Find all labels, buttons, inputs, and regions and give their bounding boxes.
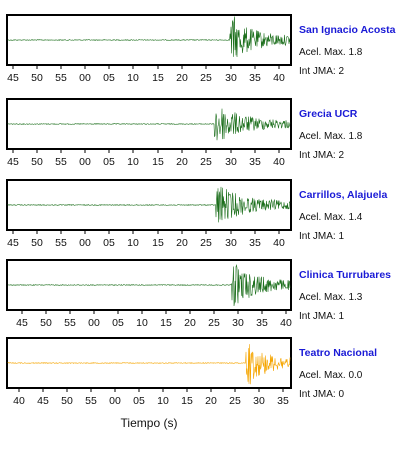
seismogram-panel: 40 45 50 55 00 05 10 15 20 25 30 35 Teatro Nacional A…	[6, 337, 377, 407]
seismic-trace	[7, 344, 291, 385]
x-tick-label: 05	[103, 237, 115, 249]
station-name: Grecia UCR	[299, 108, 358, 120]
seismogram-panel: 45 50 55 00 05 10 15 20 25 30 35 40 Clinica Turrubar…	[6, 259, 391, 329]
x-tick-label: 40	[13, 395, 25, 407]
x-tick-label: 35	[277, 395, 289, 407]
x-tick-label: 50	[61, 395, 73, 407]
panel-frame	[6, 337, 292, 389]
x-tick-label: 50	[31, 72, 43, 84]
panel-frame	[6, 14, 292, 66]
x-tick-label: 20	[205, 395, 217, 407]
x-tick-label: 05	[133, 395, 145, 407]
x-tick-label: 00	[109, 395, 121, 407]
panel-frame	[6, 259, 292, 311]
x-tick-label: 00	[79, 72, 91, 84]
x-tick-label: 25	[200, 156, 212, 168]
x-tick-label: 05	[112, 317, 124, 329]
x-tick-label: 45	[7, 156, 19, 168]
max-acceleration-label: Acel. Max. 1.8	[299, 47, 363, 58]
x-tick-label: 35	[249, 237, 261, 249]
jma-intensity-label: Int JMA: 2	[299, 150, 344, 161]
x-tick-label: 40	[273, 72, 285, 84]
x-tick-label: 10	[127, 72, 139, 84]
seismic-trace	[7, 16, 291, 58]
x-axis-label: Tiempo (s)	[121, 416, 178, 430]
x-tick-label: 50	[40, 317, 52, 329]
x-tick-label: 55	[64, 317, 76, 329]
x-tick-label: 25	[208, 317, 220, 329]
x-tick-label: 20	[184, 317, 196, 329]
x-tick-label: 35	[249, 72, 261, 84]
panel-frame	[6, 179, 292, 231]
x-tick-label: 10	[157, 395, 169, 407]
x-tick-label: 45	[7, 237, 19, 249]
x-tick-label: 30	[253, 395, 265, 407]
station-name: San Ignacio Acosta	[299, 24, 396, 36]
x-tick-label: 10	[127, 156, 139, 168]
jma-intensity-label: Int JMA: 1	[299, 231, 344, 242]
x-tick-label: 35	[249, 156, 261, 168]
seismic-trace	[7, 108, 291, 141]
x-tick-label: 30	[225, 237, 237, 249]
max-acceleration-label: Acel. Max. 1.8	[299, 131, 363, 142]
x-tick-label: 00	[79, 237, 91, 249]
station-name: Teatro Nacional	[299, 347, 377, 359]
seismic-trace	[7, 186, 291, 223]
seismogram-panel: 45 50 55 00 05 10 15 20 25 30 35 40 Grecia UCR Acel. …	[6, 98, 363, 168]
station-name: Clinica Turrubares	[299, 269, 391, 281]
x-tick-label: 45	[16, 317, 28, 329]
panel-frame	[6, 98, 292, 150]
x-tick-label: 00	[88, 317, 100, 329]
x-tick-label: 05	[103, 156, 115, 168]
x-tick-label: 55	[55, 237, 67, 249]
x-tick-label: 00	[79, 156, 91, 168]
x-tick-label: 40	[273, 156, 285, 168]
max-acceleration-label: Acel. Max. 0.0	[299, 370, 363, 381]
x-tick-label: 25	[200, 237, 212, 249]
x-tick-label: 20	[176, 72, 188, 84]
jma-intensity-label: Int JMA: 1	[299, 311, 344, 322]
x-tick-label: 50	[31, 237, 43, 249]
x-tick-label: 15	[181, 395, 193, 407]
x-tick-label: 30	[225, 156, 237, 168]
x-tick-label: 35	[256, 317, 268, 329]
x-tick-label: 55	[55, 72, 67, 84]
seismogram-panel: 45 50 55 00 05 10 15 20 25 30 35 40 San Ignacio Acos…	[6, 14, 396, 84]
x-tick-label: 05	[103, 72, 115, 84]
x-tick-label: 40	[280, 317, 292, 329]
x-tick-label: 55	[55, 156, 67, 168]
x-tick-label: 10	[127, 237, 139, 249]
x-tick-label: 40	[273, 237, 285, 249]
x-tick-label: 20	[176, 156, 188, 168]
x-tick-label: 20	[176, 237, 188, 249]
x-tick-label: 25	[200, 72, 212, 84]
x-tick-label: 15	[152, 72, 164, 84]
x-tick-label: 30	[232, 317, 244, 329]
seismogram-panel: 45 50 55 00 05 10 15 20 25 30 35 40 Carrillos, Alaju…	[6, 179, 387, 249]
max-acceleration-label: Acel. Max. 1.3	[299, 292, 363, 303]
station-name: Carrillos, Alajuela	[299, 189, 387, 201]
x-tick-label: 10	[136, 317, 148, 329]
jma-intensity-label: Int JMA: 0	[299, 389, 344, 400]
x-tick-label: 45	[37, 395, 49, 407]
seismic-trace	[7, 264, 291, 307]
x-tick-label: 55	[85, 395, 97, 407]
jma-intensity-label: Int JMA: 2	[299, 66, 344, 77]
x-tick-label: 25	[229, 395, 241, 407]
x-tick-label: 15	[160, 317, 172, 329]
x-tick-label: 30	[225, 72, 237, 84]
x-tick-label: 15	[152, 156, 164, 168]
max-acceleration-label: Acel. Max. 1.4	[299, 212, 363, 223]
x-tick-label: 45	[7, 72, 19, 84]
x-tick-label: 50	[31, 156, 43, 168]
x-tick-label: 15	[152, 237, 164, 249]
